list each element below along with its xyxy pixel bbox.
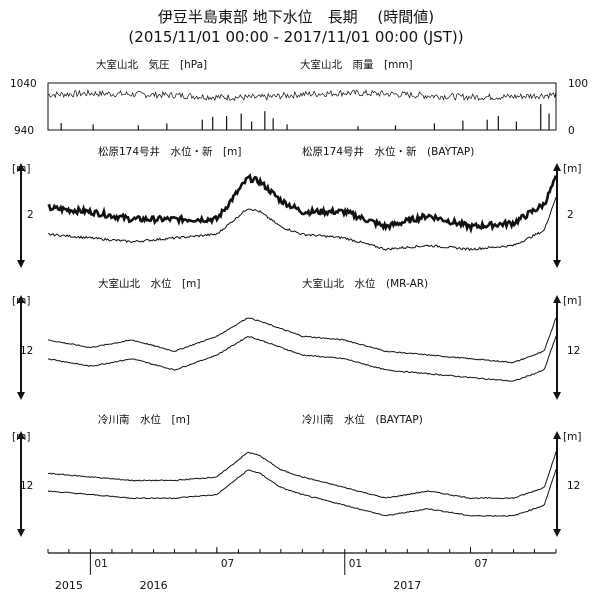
panel2-unit-right: [m] [563,163,581,175]
panel3-right-axis-arrow-down [553,392,561,400]
x-axis: 01 07 01 07 2015 2016 2017 [47,547,557,592]
panel2-right-axis-arrow-down [553,260,561,268]
x-year-label: 2015 [55,579,83,592]
panel3-unit-right: [m] [563,295,581,307]
panel3-plot [17,295,561,400]
panel1-ytick-1040: 1040 [10,78,37,90]
panel4-series-1 [47,451,557,500]
pressure-line [47,88,557,102]
panel4-left-label: 冷川南 水位 [m] [98,413,190,426]
panel2-right-axis-arrow-up [553,163,561,171]
x-tick-label: 07 [221,558,234,570]
panel4-plot [17,431,561,537]
panel3-left-axis-arrow-down [17,392,25,400]
panel4-series-2 [47,469,557,517]
panel4-left-axis-arrow-down [17,529,25,537]
panel3-right-label: 大室山北 水位 (MR-AR) [302,277,428,290]
panel-pressure-rain: 大室山北 気圧 [hPa] 大室山北 雨量 [mm] 1040 940 100 … [10,58,588,137]
panel-omuroyama-kita: 大室山北 水位 [m] 大室山北 水位 (MR-AR) [m] [m] 12 1… [12,277,581,400]
panel2-left-axis-arrow-down [17,260,25,268]
panel4-right-label: 冷川南 水位 (BAYTAP) [302,413,423,426]
x-tick-label: 01 [94,558,107,570]
x-tick-label: 07 [475,558,488,570]
panel1-right-label: 大室山北 雨量 [mm] [300,58,413,71]
panel1-left-label: 大室山北 気圧 [hPa] [96,58,207,71]
panel1-ytick-right-100: 100 [568,78,588,90]
panel3-left-label: 大室山北 水位 [m] [98,277,200,290]
panel4-right-axis-arrow-down [553,529,561,537]
panel2-series-2 [47,197,557,252]
panel-matsubara-174: 松原174号井 水位・新 [m] 松原174号井 水位・新 (BAYTAP) [… [12,145,581,268]
panel4-unit-right: [m] [563,431,581,443]
panel-hiekawa-minami: 冷川南 水位 [m] 冷川南 水位 (BAYTAP) [m] [m] 12 12 [12,413,581,537]
panel2-ytick-right: 2 [567,209,574,221]
x-tick-label: 01 [349,558,362,570]
panel2-ytick-left: 2 [27,209,34,221]
panel1-ytick-940: 940 [14,125,34,137]
panel2-left-label: 松原174号井 水位・新 [m] [98,145,241,158]
x-year-label: 2017 [393,579,421,592]
panel3-ytick-right: 12 [567,345,580,357]
panel1-frame [47,82,557,131]
panel4-ytick-right: 12 [567,480,580,492]
chart-title-line1: 伊豆半島東部 地下水位 長期 (時間値) [158,8,434,26]
panel2-left-axis-arrow-up [17,163,25,171]
panel3-ytick-left: 12 [20,345,33,357]
panel4-right-axis-arrow-up [553,431,561,439]
panel3-left-axis-arrow-up [17,295,25,303]
panel4-ytick-left: 12 [20,480,33,492]
panel4-left-axis-arrow-up [17,431,25,439]
panel1-plot [47,82,557,131]
panel3-series-1 [47,317,557,364]
panel2-plot [17,163,561,268]
panel2-series-1 [47,173,558,235]
x-year-label: 2016 [140,579,168,592]
panel3-right-axis-arrow-up [553,295,561,303]
chart-title-line2: (2015/11/01 00:00 - 2017/11/01 00:00 (JS… [128,28,463,46]
panel1-ytick-right-0: 0 [568,125,575,137]
panel2-right-label: 松原174号井 水位・新 (BAYTAP) [302,145,474,158]
panel3-series-2 [47,335,557,382]
